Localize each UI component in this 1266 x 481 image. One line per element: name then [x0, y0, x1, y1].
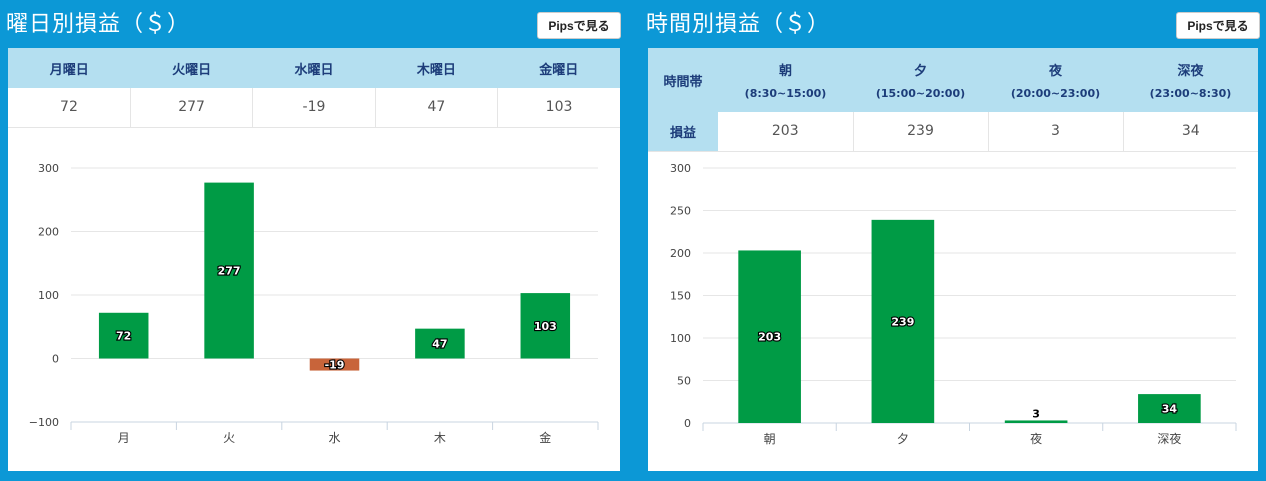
day-profit-card: 月曜日 火曜日 水曜日 木曜日 金曜日 72 277 -19 47 103 30… — [8, 48, 620, 471]
value-night: 3 — [988, 112, 1124, 152]
time-profit-chart: 300 250 200 150 100 50 0 203 朝 239 夕 3 夜 34 深夜 — [670, 162, 1237, 446]
day-data-label: 103 — [534, 320, 557, 333]
value-tuesday: 277 — [130, 88, 254, 128]
day-ytick-label: 200 — [38, 226, 59, 239]
time-ytick-label: 100 — [670, 332, 691, 345]
header-night-range: (20:00~23:00) — [1010, 87, 1101, 100]
header-tuesday: 火曜日 — [130, 48, 253, 88]
header-night-name: 夜 — [1048, 64, 1062, 79]
header-evening: 夕 (15:00~20:00) — [853, 48, 988, 112]
day-ytick-label: 300 — [38, 162, 59, 175]
time-bar — [871, 219, 935, 423]
day-profit-title: 曜日別損益（＄） — [6, 12, 191, 37]
time-bar — [738, 250, 801, 423]
time-profit-title: 時間別損益（＄） — [646, 12, 831, 37]
header-night: 夜 (20:00~23:00) — [988, 48, 1123, 112]
value-friday: 103 — [497, 88, 620, 128]
time-ytick-label: 300 — [670, 162, 691, 175]
value-late-night: 34 — [1123, 112, 1258, 152]
header-evening-range: (15:00~20:00) — [875, 87, 966, 100]
header-thursday: 木曜日 — [375, 48, 498, 88]
time-category-label: 夜 — [1030, 431, 1042, 446]
header-timeslot: 時間帯 — [648, 48, 718, 112]
time-data-label: 3 — [1032, 407, 1040, 420]
day-bar — [204, 182, 254, 359]
header-late-night-range: (23:00~8:30) — [1149, 87, 1232, 100]
day-data-label: -19 — [325, 359, 345, 372]
time-profit-table: 時間帯 朝 (8:30~15:00) 夕 (15:00~20:00) 夜 (20… — [648, 48, 1258, 152]
header-morning: 朝 (8:30~15:00) — [718, 48, 853, 112]
day-bar — [415, 328, 465, 359]
day-data-label: 277 — [218, 265, 241, 278]
time-pips-button[interactable]: Pipsで見る — [1176, 12, 1260, 39]
day-category-label: 金 — [539, 430, 551, 445]
time-ytick-label: 200 — [670, 247, 691, 260]
header-friday: 金曜日 — [497, 48, 620, 88]
day-profit-panel: 曜日別損益（＄） Pipsで見る 月曜日 火曜日 水曜日 木曜日 金曜日 72 … — [0, 0, 630, 481]
day-bar — [520, 293, 571, 359]
value-wednesday: -19 — [252, 88, 376, 128]
time-data-label: 239 — [891, 315, 914, 328]
time-ytick-label: 150 — [670, 290, 691, 303]
header-late-night-name: 深夜 — [1177, 64, 1204, 79]
day-data-label: 72 — [116, 330, 131, 343]
day-ytick-label: 0 — [52, 353, 59, 366]
header-evening-name: 夕 — [913, 64, 927, 79]
time-ytick-label: 250 — [670, 205, 691, 218]
time-bar — [1004, 420, 1068, 423]
time-data-label: 34 — [1162, 403, 1178, 416]
value-evening: 239 — [853, 112, 989, 152]
row-header-profit: 損益 — [648, 112, 718, 152]
time-profit-card: 時間帯 朝 (8:30~15:00) 夕 (15:00~20:00) 夜 (20… — [648, 48, 1258, 471]
header-morning-name: 朝 — [778, 64, 792, 79]
day-ytick-label: −100 — [29, 416, 59, 429]
time-category-label: 夕 — [897, 432, 909, 446]
day-profit-table: 月曜日 火曜日 水曜日 木曜日 金曜日 72 277 -19 47 103 — [8, 48, 620, 128]
day-data-label: 47 — [432, 338, 447, 351]
value-monday: 72 — [8, 88, 131, 128]
time-data-label: 203 — [758, 331, 781, 344]
value-morning: 203 — [718, 112, 854, 152]
header-wednesday: 水曜日 — [252, 48, 376, 88]
day-category-label: 月 — [118, 431, 130, 445]
day-bar — [309, 358, 360, 371]
day-category-label: 水 — [328, 431, 340, 445]
day-ytick-label: 100 — [38, 289, 59, 302]
time-profit-panel: 時間別損益（＄） Pipsで見る 時間帯 朝 (8:30~15:00) 夕 (1… — [636, 0, 1266, 481]
time-category-label: 朝 — [764, 432, 776, 446]
time-bar — [1138, 394, 1201, 423]
table-row: 72 277 -19 47 103 — [8, 88, 620, 128]
day-bar — [98, 312, 149, 359]
header-morning-range: (8:30~15:00) — [744, 87, 827, 100]
day-category-label: 木 — [434, 431, 446, 445]
header-monday: 月曜日 — [8, 48, 131, 88]
time-category-label: 深夜 — [1157, 431, 1181, 446]
day-category-label: 火 — [223, 431, 235, 445]
header-late-night: 深夜 (23:00~8:30) — [1123, 48, 1258, 112]
day-pips-button[interactable]: Pipsで見る — [537, 12, 621, 39]
time-ytick-label: 50 — [677, 375, 691, 388]
time-ytick-label: 0 — [684, 417, 691, 430]
value-thursday: 47 — [375, 88, 499, 128]
day-profit-chart: 300 200 100 0 −100 72 月 277 火 -19 水 47 木 103 金 — [29, 162, 599, 445]
table-row: 損益 203 239 3 34 — [648, 112, 1258, 152]
